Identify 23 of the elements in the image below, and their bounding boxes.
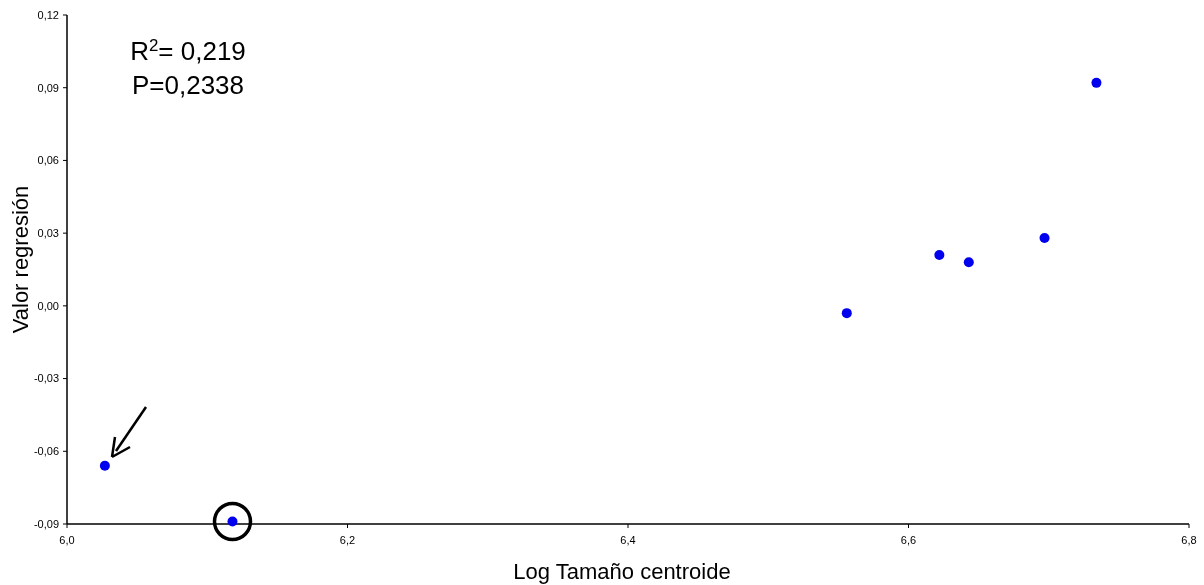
x-tick-label: 6,0 <box>59 534 75 546</box>
x-tick-label: 6,4 <box>620 534 636 546</box>
y-tick-label: -0,06 <box>33 445 59 458</box>
x-tick-label: 6,6 <box>900 534 917 546</box>
y-tick-label: -0,09 <box>33 517 59 530</box>
point <box>1039 232 1050 243</box>
point <box>934 249 945 260</box>
x-axis-title: Log Tamaño centroide <box>513 559 731 584</box>
x-tick-label: 6,8 <box>1181 534 1197 546</box>
point <box>99 460 110 471</box>
y-tick-label: 0,03 <box>37 226 59 239</box>
y-tick-label: 0,12 <box>37 8 59 21</box>
point <box>963 257 974 268</box>
annotation: P=0,2338 <box>131 70 245 100</box>
x-tick-label: 6,2 <box>339 534 356 546</box>
y-tick-label: 0,00 <box>37 299 59 312</box>
point <box>841 308 852 319</box>
annotation: R$^{2}$= 0,219 <box>130 35 246 66</box>
y-tick-label: 0,06 <box>37 154 59 167</box>
point <box>1091 77 1102 88</box>
y-axis-title: Valor regresión <box>8 185 33 334</box>
y-tick-label: 0,09 <box>37 81 59 94</box>
y-tick-label: -0,03 <box>33 372 59 385</box>
